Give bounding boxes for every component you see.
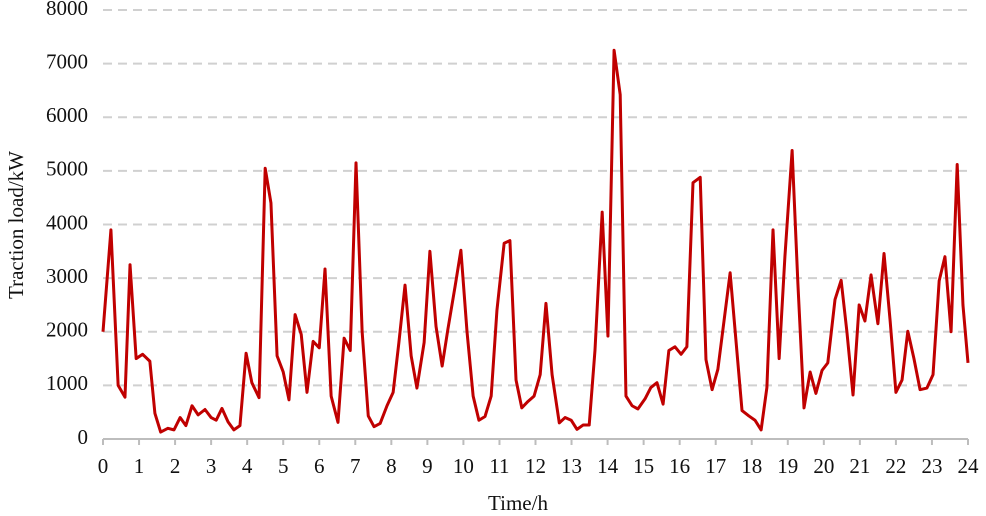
x-tick-label: 6: [314, 454, 325, 478]
y-tick-label: 4000: [46, 210, 88, 234]
x-tick-label: 4: [242, 454, 253, 478]
x-tick-label: 9: [422, 454, 433, 478]
y-axis-title: Traction load/kW: [4, 151, 28, 299]
x-tick-label: 21: [849, 454, 870, 478]
y-tick-label: 7000: [46, 49, 88, 73]
x-tick-label: 13: [561, 454, 582, 478]
x-axis-title: Time/h: [488, 491, 548, 515]
y-tick-label: 5000: [46, 157, 88, 181]
x-tick-label: 10: [453, 454, 474, 478]
x-tick-label: 14: [597, 454, 619, 478]
x-tick-label: 17: [705, 454, 726, 478]
y-tick-label: 8000: [46, 0, 88, 20]
x-tick-label: 22: [885, 454, 906, 478]
y-tick-label: 6000: [46, 103, 88, 127]
x-tick-label: 0: [98, 454, 109, 478]
y-tick-label: 3000: [46, 264, 88, 288]
y-tick-label: 0: [78, 425, 89, 449]
x-tick-label: 7: [350, 454, 361, 478]
x-tick-label: 15: [633, 454, 654, 478]
x-tick-label: 1: [134, 454, 145, 478]
x-tick-label: 5: [278, 454, 289, 478]
x-tick-label: 3: [206, 454, 217, 478]
x-tick-label: 24: [958, 454, 980, 478]
x-tick-label: 20: [813, 454, 834, 478]
x-tick-label: 16: [669, 454, 690, 478]
x-tick-label: 2: [170, 454, 181, 478]
y-tick-label: 2000: [46, 318, 88, 342]
x-tick-label: 11: [489, 454, 509, 478]
y-tick-label: 1000: [46, 371, 88, 395]
x-tick-label: 12: [525, 454, 546, 478]
x-tick-label: 19: [777, 454, 798, 478]
x-tick-label: 18: [741, 454, 762, 478]
x-tick-label: 23: [921, 454, 942, 478]
data-line: [101, 48, 970, 434]
x-tick-label: 8: [386, 454, 397, 478]
